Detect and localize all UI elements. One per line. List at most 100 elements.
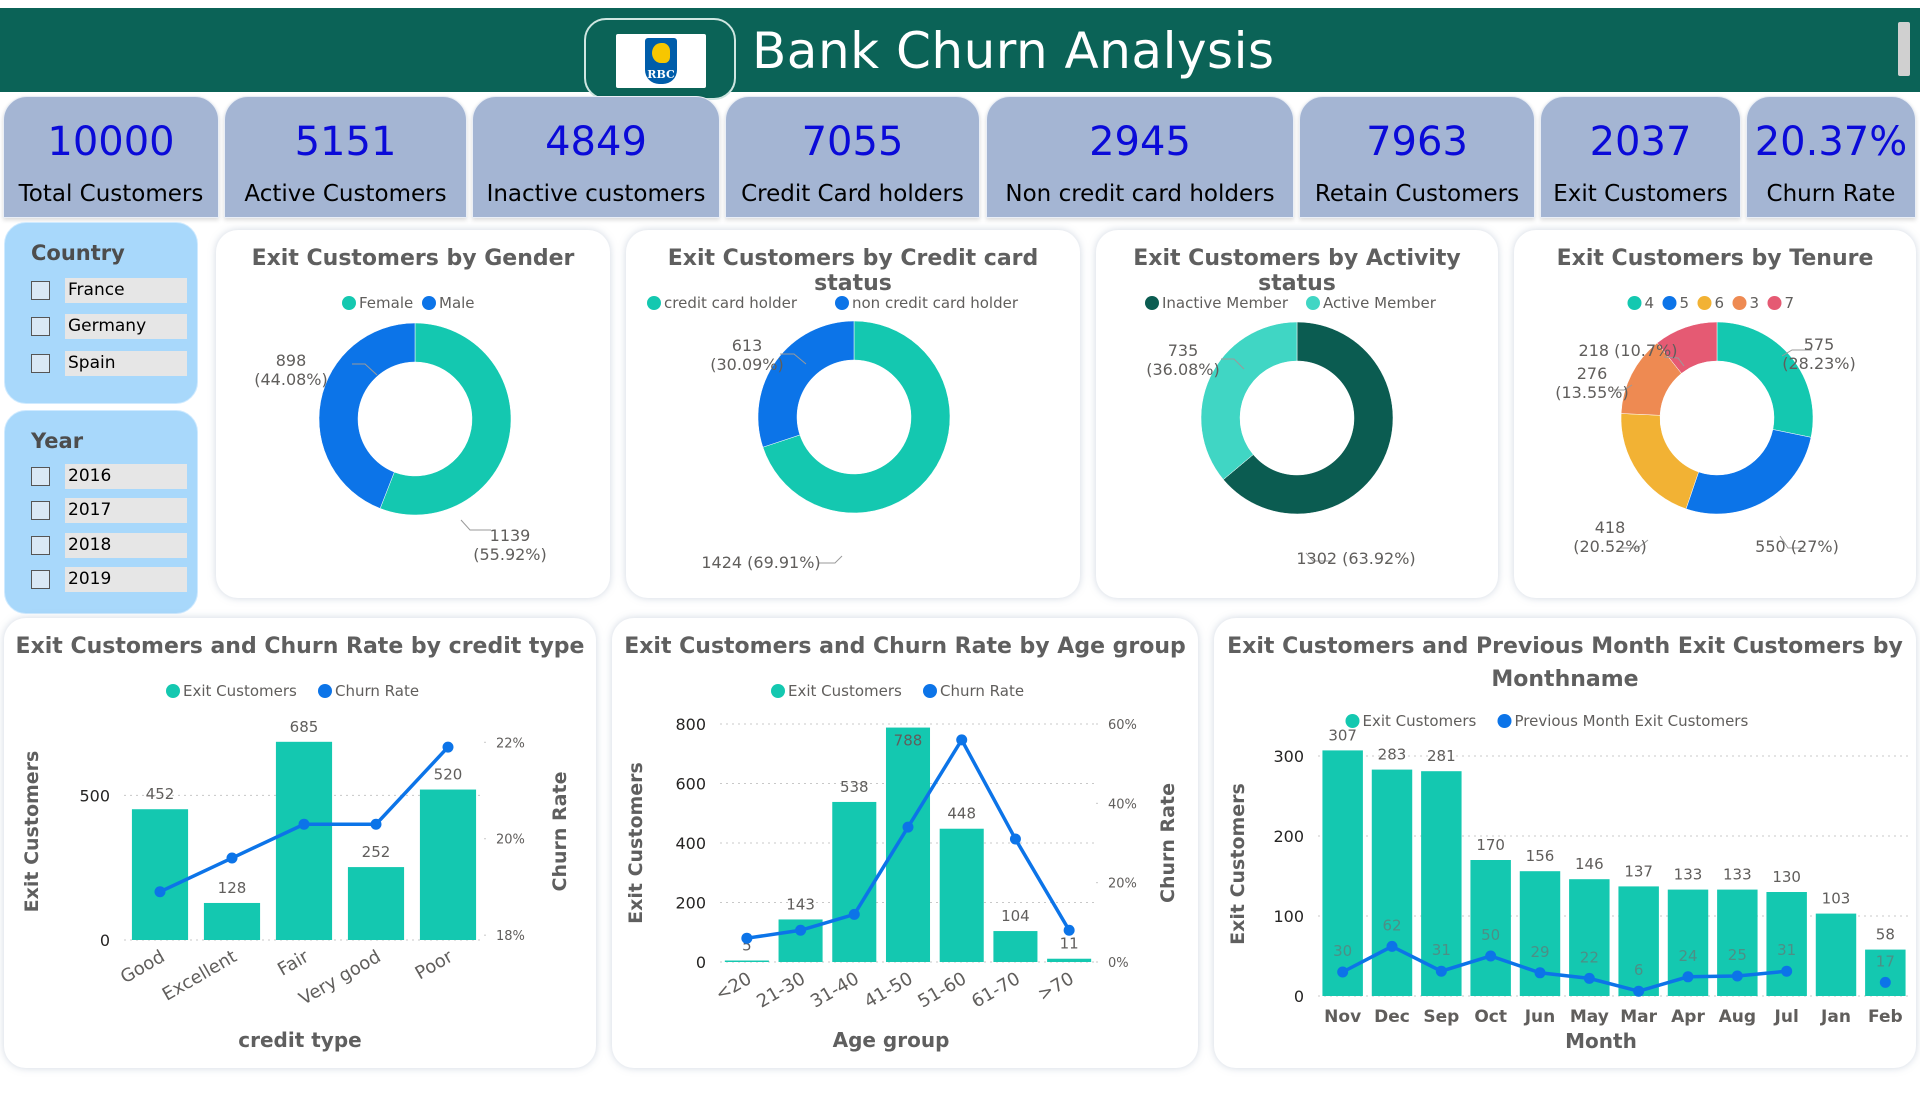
bar <box>832 801 877 962</box>
bar <box>1047 958 1092 962</box>
legend-label: Inactive Member <box>1162 294 1289 312</box>
data-label: 1302 (63.92%) <box>1296 549 1415 568</box>
checkbox[interactable] <box>31 354 50 373</box>
kpi-value: 20.37% <box>1754 119 1908 165</box>
kpi-value: 7963 <box>1366 119 1468 165</box>
slicer-option-france[interactable]: France <box>31 278 187 303</box>
data-label: 898 <box>276 351 307 370</box>
leader-line <box>1663 356 1685 367</box>
line-point <box>226 852 238 864</box>
slicer-option-2016[interactable]: 2016 <box>31 464 187 489</box>
legend-marker <box>422 296 436 310</box>
legend-label: 5 <box>1680 294 1690 312</box>
x-tick-label: Fair <box>274 946 313 981</box>
slicer-option-label: 2019 <box>65 567 187 592</box>
legend-marker <box>1697 296 1712 310</box>
slicer-option-2017[interactable]: 2017 <box>31 498 187 523</box>
checkbox[interactable] <box>31 501 50 520</box>
checkbox[interactable] <box>31 467 50 486</box>
scrollbar[interactable] <box>1898 22 1910 76</box>
slicer-option-2018[interactable]: 2018 <box>31 533 187 558</box>
age-group-combo-card: Exit Customers and Churn Rate by Age gro… <box>612 618 1198 1068</box>
line-series <box>1341 944 1787 994</box>
line-point <box>1435 965 1447 977</box>
bar <box>1618 886 1659 996</box>
x-tick-label: 61-70 <box>968 968 1024 1012</box>
rbc-logo: RBC <box>616 34 706 88</box>
x-tick-label: Dec <box>1374 1007 1410 1027</box>
page-title: Bank Churn Analysis <box>752 22 1275 80</box>
line-data-label: 50 <box>1481 926 1500 944</box>
line-data-label: 25 <box>1728 946 1747 964</box>
kpi-value: 7055 <box>801 119 904 165</box>
chart-svg: credit card holder non credit card holder… <box>647 294 1019 572</box>
legend-label: Male <box>439 294 475 312</box>
checkbox[interactable] <box>31 536 50 555</box>
header-bar: RBC Bank Churn Analysis <box>0 8 1920 100</box>
bar-data-label: 133 <box>1723 866 1752 884</box>
kpi-label: Churn Rate <box>1766 181 1896 207</box>
line-point <box>848 908 860 920</box>
line-point <box>1485 950 1497 962</box>
legend-label: Churn Rate <box>335 682 419 700</box>
x-tick-label: Nov <box>1324 1007 1361 1027</box>
x-tick-label: Aug <box>1719 1007 1756 1027</box>
month-combo-card: Exit Customers and Previous Month Exit C… <box>1214 618 1916 1068</box>
slicer-option-spain[interactable]: Spain <box>31 351 187 376</box>
line-point <box>956 734 968 746</box>
slicer-option-label: Spain <box>65 351 187 376</box>
chart-title: Exit Customers and Churn Rate by Age gro… <box>624 634 1186 659</box>
legend-marker <box>1497 714 1512 728</box>
chart-svg: Exit Customers Churn Rate 0 200 400 600 800 0% 2… <box>625 682 1179 1052</box>
donut-slice <box>757 320 855 448</box>
checkbox[interactable] <box>31 281 50 300</box>
y2-tick-label: 18% <box>496 929 525 944</box>
legend-label: Active Member <box>1323 294 1437 312</box>
bar-data-label: 281 <box>1427 747 1456 765</box>
kpi-value: 2945 <box>1089 119 1191 165</box>
slicer-option-label: 2017 <box>65 498 187 523</box>
slicer-option-germany[interactable]: Germany <box>31 314 187 339</box>
x-tick-label: Feb <box>1868 1007 1903 1027</box>
slicer-option-2019[interactable]: 2019 <box>31 567 187 592</box>
line-point <box>1063 924 1075 936</box>
data-label-pct: (44.08%) <box>254 370 328 389</box>
kpi-label: Non credit card holders <box>1005 181 1275 207</box>
y2-tick-label: 40% <box>1108 797 1137 812</box>
chart-title-line1: Exit Customers and Previous Month Exit C… <box>1227 634 1903 659</box>
bar-data-label: 137 <box>1624 862 1653 880</box>
line-point <box>741 932 753 944</box>
line-data-label: 30 <box>1333 942 1352 960</box>
donut-slice <box>379 322 512 516</box>
y-tick-label: 400 <box>675 834 706 853</box>
data-label: 1424 (69.91%) <box>701 553 820 572</box>
chart-title: Exit Customers and Previous Month Exit C… <box>1214 634 1916 692</box>
legend-marker <box>166 684 180 698</box>
bar-data-label: 104 <box>1001 907 1030 925</box>
checkbox[interactable] <box>31 317 50 336</box>
leader-line <box>1221 358 1245 370</box>
legend-label: 6 <box>1715 294 1725 312</box>
legend-label: Exit Customers <box>1363 712 1477 730</box>
legend-label: Churn Rate <box>940 682 1024 700</box>
legend-marker <box>1345 714 1360 728</box>
donut-slice <box>318 322 416 509</box>
bar-data-label: 5 <box>742 937 752 955</box>
bar-data-label: 283 <box>1378 746 1407 764</box>
data-label-pct: (28.23%) <box>1782 354 1856 373</box>
line-data-label: 29 <box>1530 943 1549 961</box>
y-tick-label: 500 <box>79 786 110 805</box>
legend-marker <box>1767 296 1782 310</box>
bar <box>1421 771 1462 996</box>
checkbox[interactable] <box>31 570 50 589</box>
bar <box>1470 860 1511 996</box>
line-data-label: 31 <box>1777 941 1796 959</box>
slicer-option-label: Germany <box>65 314 187 339</box>
y-tick-label: 200 <box>675 894 706 913</box>
line-point <box>1009 833 1021 845</box>
x-tick-label: Sep <box>1423 1007 1459 1027</box>
data-label: 550 (27%) <box>1755 537 1839 556</box>
kpi-label: Exit Customers <box>1553 181 1728 207</box>
slicer-title: Country <box>31 241 125 265</box>
kpi-label: Retain Customers <box>1314 181 1520 207</box>
